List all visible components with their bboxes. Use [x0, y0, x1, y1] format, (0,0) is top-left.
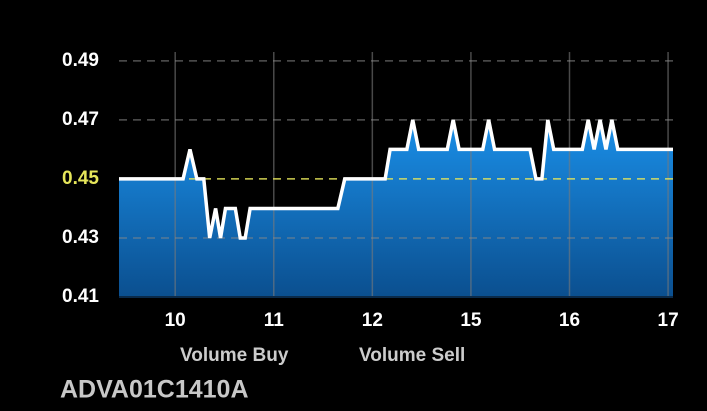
- x-tick-label: 16: [559, 310, 580, 331]
- x-tick-label: 11: [264, 310, 285, 331]
- x-tick-label: 15: [460, 310, 482, 331]
- x-tick-label: 10: [165, 310, 186, 331]
- y-tick-label: 0.41: [62, 286, 99, 307]
- y-tick-label: 0.49: [62, 50, 99, 71]
- x-tick-label: 17: [658, 310, 679, 331]
- area: [119, 119, 673, 297]
- legend-entry: Volume Buy: [180, 345, 289, 366]
- y-tick-label: 0.43: [62, 227, 99, 248]
- legend-entry: Volume Sell: [359, 345, 465, 366]
- price-line: [119, 119, 673, 240]
- y-tick-label: 0.45: [62, 168, 99, 189]
- chart-title: ADVA01C1410A: [60, 376, 249, 404]
- y-tick-label: 0.47: [62, 109, 99, 130]
- x-tick-label: 12: [362, 310, 383, 331]
